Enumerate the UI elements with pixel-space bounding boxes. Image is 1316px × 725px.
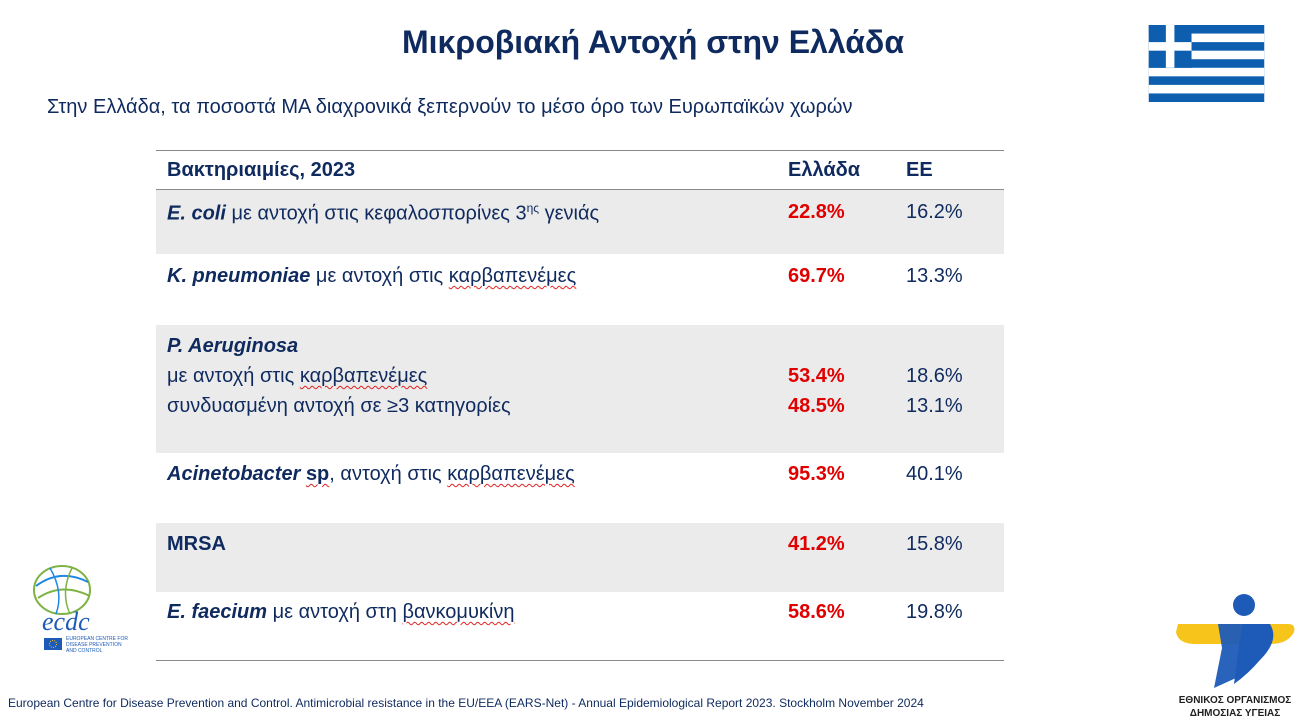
greece-value: 53.4% (788, 365, 845, 387)
eu-value: 16.2% (906, 201, 963, 223)
row-label: Acinetobacter sp, αντοχή στις καρβαπενέμ… (167, 463, 575, 485)
header-bacteremia: Βακτηριαιμίες, 2023 (167, 159, 356, 181)
eu-value: 40.1% (906, 463, 963, 485)
row-label: MRSA (167, 533, 226, 555)
ecdc-caption-1: EUROPEAN CENTRE FOR (66, 636, 128, 642)
source-citation: European Centre for Disease Prevention a… (8, 696, 924, 710)
eu-value: 19.8% (906, 601, 963, 623)
eu-value: 13.3% (906, 265, 963, 287)
table-row-kpneumoniae: K. pneumoniae με αντοχή στις καρβαπενέμε… (156, 254, 1004, 325)
eody-caption: ΕΘΝΙΚΟΣ ΟΡΓΑΝΙΣΜΟΣ ΔΗΜΟΣΙΑΣ ΥΓΕΙΑΣ (1178, 695, 1292, 719)
greece-value: 48.5% (788, 395, 845, 417)
table-row-efaecium: E. faecium με αντοχή στη βανκομυκίνη 58.… (156, 592, 1004, 660)
eu-value: 15.8% (906, 533, 963, 555)
greek-flag-icon (1148, 25, 1265, 102)
row-label: E. faecium με αντοχή στη βανκομυκίνη (167, 601, 515, 623)
row-label: P. Aeruginosa (167, 335, 299, 357)
ecdc-logo-icon: ecdc EUROPEAN CENTRE FOR DISEASE PREVENT… (33, 565, 128, 654)
row-label: E. coli με αντοχή στις κεφαλοσπορίνες 3η… (167, 201, 600, 225)
ecdc-caption-2: DISEASE PREVENTION (66, 642, 122, 648)
header-greece: Ελλάδα (788, 159, 861, 181)
header-eu: ΕΕ (906, 159, 933, 181)
eu-value: 18.6% (906, 365, 963, 387)
table-row-paeruginosa: P. Aeruginosa με αντοχή στις καρβαπενέμε… (156, 325, 1004, 453)
greece-value: 58.6% (788, 601, 845, 623)
ecdc-caption-3: AND CONTROL (66, 648, 103, 654)
greece-value: 22.8% (788, 201, 845, 223)
table-row-ecoli: E. coli με αντοχή στις κεφαλοσπορίνες 3η… (156, 190, 1004, 254)
eody-logo-icon (1176, 594, 1295, 688)
table-row-acinetobacter: Acinetobacter sp, αντοχή στις καρβαπενέμ… (156, 453, 1004, 523)
ecdc-wordmark: ecdc (42, 607, 90, 636)
row-sublabel: συνδυασμένη αντοχή σε ≥3 κατηγορίες (167, 395, 511, 417)
eu-value: 13.1% (906, 395, 963, 417)
greece-value: 41.2% (788, 533, 845, 555)
row-sublabel: με αντοχή στις καρβαπενέμες (167, 365, 428, 387)
table-header: Βακτηριαιμίες, 2023 Ελλάδα ΕΕ (156, 150, 1004, 190)
page-title: Μικροβιακή Αντοχή στην Ελλάδα (402, 24, 904, 60)
table-bottom-rule (156, 660, 1004, 661)
table-row-mrsa: MRSA 41.2% 15.8% (156, 523, 1004, 592)
greece-value: 95.3% (788, 463, 845, 485)
page-subtitle: Στην Ελλάδα, τα ποσοστά ΜΑ διαχρονικά ξε… (47, 96, 853, 118)
greece-value: 69.7% (788, 265, 845, 287)
resistance-table: Βακτηριαιμίες, 2023 Ελλάδα ΕΕ E. coli με… (156, 150, 1004, 660)
row-label: K. pneumoniae με αντοχή στις καρβαπενέμε… (167, 265, 577, 287)
